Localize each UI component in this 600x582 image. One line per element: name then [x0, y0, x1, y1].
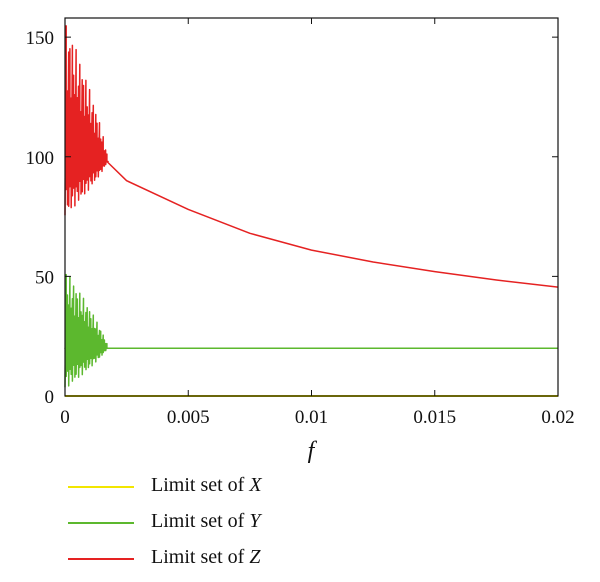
series-line-z	[64, 25, 559, 288]
legend-swatch-y	[68, 522, 134, 524]
x-tick-label: 0.005	[167, 407, 210, 428]
chart: 0 0.005 0.01 0.015 0.02 0 50 100 150 f	[26, 17, 575, 464]
legend-swatch-z	[68, 558, 134, 560]
series-line-y	[64, 273, 558, 388]
x-tick-label: 0.015	[413, 407, 456, 428]
legend-swatch-x	[68, 486, 134, 488]
legend-label-z: Limit set of Z	[151, 546, 261, 568]
axis-ticks: 0 0.005 0.01 0.015 0.02 0 50 100 150	[26, 18, 575, 428]
y-tick-label: 0	[45, 387, 55, 408]
y-tick-label: 50	[35, 267, 54, 288]
plot-frame	[64, 17, 559, 397]
y-tick-label: 150	[26, 28, 55, 49]
x-axis-label: f	[308, 438, 318, 464]
y-tick-label: 100	[26, 148, 55, 169]
plot-lines	[64, 25, 559, 397]
legend-label-x: Limit set of X	[151, 474, 262, 496]
x-tick-label: 0	[60, 407, 70, 428]
x-tick-label: 0.02	[541, 407, 574, 428]
legend-label-y: Limit set of Y	[151, 510, 261, 532]
x-tick-label: 0.01	[295, 407, 328, 428]
